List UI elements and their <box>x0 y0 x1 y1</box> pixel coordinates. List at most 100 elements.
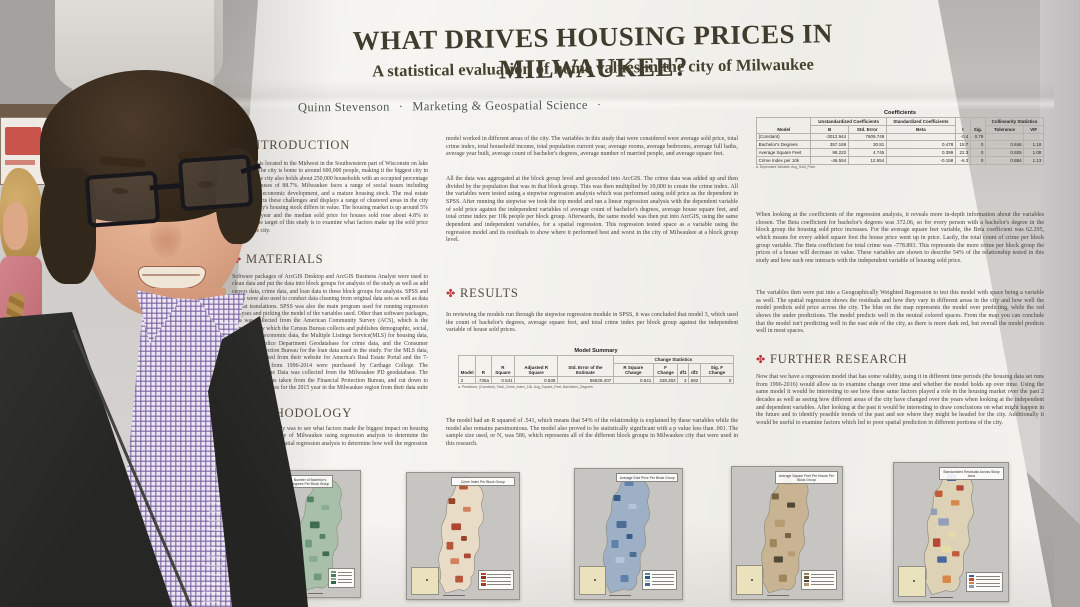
map-title: Standardized Residuals Across Study Area <box>938 467 1004 481</box>
map-legend <box>801 569 837 590</box>
table-header-cell: Sig. F Change <box>699 362 735 377</box>
eyeglasses-bridge <box>149 182 184 191</box>
map-inset-marker <box>593 578 596 581</box>
section-heading-results: ✤ RESULTS <box>446 286 519 301</box>
introduction-heading: INTRODUCTION <box>246 138 351 152</box>
materials-body: Software packages of ArcGIS Desktop and … <box>232 274 428 399</box>
table-header-cell: df1 <box>677 362 690 377</box>
map-legend <box>328 567 355 588</box>
legend-entry <box>969 585 1000 588</box>
legend-color-chip <box>969 585 975 588</box>
table-cell: 3 <box>677 375 690 385</box>
coefficients-table: Model Unstandardized Coefficients Standard… <box>755 117 1045 165</box>
legend-entry <box>969 578 1000 581</box>
legend-color-chip <box>480 576 486 579</box>
table-header-cell: R <box>475 355 492 377</box>
legend-color-chip <box>645 576 651 579</box>
map-residuals: Standardized Residuals Across Study Area <box>893 462 1009 602</box>
legend-entry <box>969 574 1000 578</box>
table-footnote: a. Dependent Variable: Avg_Sold_Price <box>756 165 816 170</box>
legend-color-chip <box>804 583 810 586</box>
legend-entry <box>804 572 834 576</box>
discussion-paragraph-2: The variables then were put into a Geogr… <box>756 290 1044 335</box>
legend-color-chip <box>331 570 337 574</box>
map-title: Crime Index Per Block Group <box>450 477 515 487</box>
legend-entry <box>645 576 674 579</box>
table-cell: 0.884 <box>984 155 1025 165</box>
legend-entry <box>480 572 511 576</box>
map-inset <box>898 566 927 597</box>
table-cell: 0 <box>699 375 735 385</box>
legend-label-line <box>651 580 674 582</box>
table-header-cell: R Square Change <box>612 362 654 377</box>
column2-paragraph-2: All the data was aggregated at the block… <box>446 176 738 244</box>
table-header-cell: F Change <box>652 362 679 377</box>
section-heading-further-research: ✤ FURTHER RESEARCH <box>756 352 907 367</box>
framed-artwork <box>5 127 41 155</box>
map-inset <box>579 565 606 595</box>
table-cell: 1.13 <box>1023 155 1044 165</box>
legend-color-chip <box>804 572 810 576</box>
legend-color-chip <box>645 579 651 583</box>
map-inset <box>736 565 764 595</box>
legend-label-line <box>651 584 674 586</box>
legend-color-chip <box>331 574 337 577</box>
model-summary-table-block: Model Summary Model R R Square Adjusted R Sq… <box>457 348 735 389</box>
legend-entry <box>645 572 674 576</box>
map-scale-bar <box>767 594 790 596</box>
legend-color-chip <box>804 579 810 583</box>
legend-label-line <box>337 571 352 573</box>
legend-label-line <box>337 582 352 584</box>
legend-label-line <box>975 582 1000 584</box>
legend-label-line <box>810 580 834 582</box>
legend-color-chip <box>804 576 810 579</box>
eyeglasses-lens-left <box>84 170 161 228</box>
legend-color-chip <box>480 583 486 586</box>
table-header-cell: Adjusted R Square <box>514 355 558 377</box>
legend-label-line <box>487 580 511 582</box>
coefficients-table-block: Coefficients Model Unstandardized Coeffici… <box>755 110 1045 170</box>
legend-entry <box>331 574 352 577</box>
legend-label-line <box>975 579 1000 580</box>
results-paragraph-1: In reviewing the models run through the … <box>446 312 738 334</box>
legend-color-chip <box>969 578 975 581</box>
map-crime-index: Crime Index Per Block Group <box>406 472 520 600</box>
map-shape <box>603 472 650 594</box>
map-shape <box>924 466 974 596</box>
legend-label-line <box>487 573 511 575</box>
map-legend <box>477 569 514 590</box>
legend-color-chip <box>331 581 337 584</box>
table-title: Coefficients <box>883 110 916 116</box>
legend-label-line <box>651 573 674 575</box>
legend-entry <box>480 583 511 586</box>
legend-label-line <box>651 577 674 578</box>
legend-entry <box>969 581 1000 585</box>
legend-label-line <box>810 584 834 586</box>
legend-entry <box>804 579 834 583</box>
table-header-cell: Std. Error of the Estimate <box>556 355 614 377</box>
person-lip-line <box>142 274 200 276</box>
map-shape <box>438 476 484 594</box>
legend-entry <box>480 576 511 579</box>
discussion-paragraph-1: When looking at the coefficients of the … <box>756 212 1044 265</box>
legend-color-chip <box>331 577 337 581</box>
table-cell: -46.554 <box>810 155 849 165</box>
person-hair-side-left <box>40 168 96 284</box>
legend-label-line <box>487 584 511 586</box>
map-avg-square-feet: Average Square Feet Per House Per Block … <box>731 466 843 600</box>
legend-color-chip <box>645 572 651 576</box>
map-legend <box>642 569 677 590</box>
person-smile <box>138 266 206 289</box>
legend-entry <box>804 583 834 586</box>
person-nose <box>150 212 182 258</box>
legend-label-line <box>487 577 511 578</box>
map-title: Average Square Feet Per House Per Block … <box>774 471 838 485</box>
map-title: Number of Bachelor's Degrees Per Block G… <box>287 475 334 489</box>
table-row: 3.735a 0.541 0.538 56829.407 0.541 228.302 3 58… <box>457 375 735 385</box>
map-shape <box>297 474 343 592</box>
legend-label-line <box>810 577 834 578</box>
map-title: Average Sold Price Per Block Group <box>616 473 678 483</box>
column2-paragraph-1: model worked in different areas of the c… <box>446 136 738 158</box>
